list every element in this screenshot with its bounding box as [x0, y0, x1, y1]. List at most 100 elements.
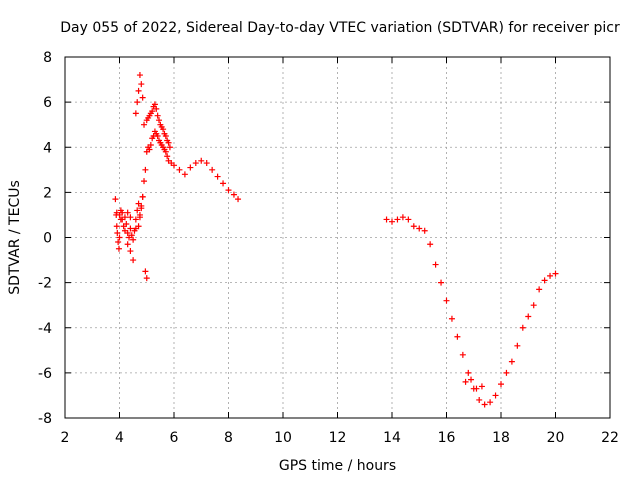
data-point [438, 279, 445, 286]
data-point [162, 132, 169, 139]
x-axis-label: GPS time / hours [279, 458, 396, 474]
y-tick-label: 8 [43, 50, 52, 66]
data-point [416, 225, 423, 232]
data-point [139, 94, 146, 101]
data-point [465, 369, 472, 376]
data-point [481, 401, 488, 408]
x-tick-label: 16 [438, 430, 456, 446]
grid-lines [65, 57, 610, 418]
data-point [432, 261, 439, 268]
data-point [530, 302, 537, 309]
data-point [405, 216, 412, 223]
data-point [119, 209, 126, 216]
data-point [127, 214, 134, 221]
data-points [112, 72, 559, 408]
data-point [154, 132, 161, 139]
data-point [115, 239, 122, 246]
data-point [115, 245, 122, 252]
data-point [138, 205, 145, 212]
data-point [117, 216, 124, 223]
y-tick-label: -2 [38, 276, 52, 292]
data-point [151, 101, 158, 108]
data-point [525, 313, 532, 320]
data-point [389, 218, 395, 225]
data-point [130, 236, 137, 243]
data-point [547, 272, 554, 279]
data-point [134, 99, 141, 106]
data-point [112, 196, 119, 203]
data-point [394, 216, 401, 223]
data-point [192, 160, 199, 167]
data-point [552, 270, 559, 277]
data-point [503, 369, 510, 376]
data-point [136, 214, 143, 221]
data-point [135, 223, 142, 230]
data-point [468, 376, 475, 383]
data-point [132, 110, 139, 117]
data-point [443, 297, 450, 304]
data-point [135, 87, 142, 94]
x-tick-label: 12 [329, 430, 347, 446]
data-point [225, 187, 232, 194]
data-point [121, 214, 128, 221]
data-point [519, 324, 526, 331]
data-point [160, 126, 167, 133]
data-point [166, 144, 173, 151]
data-point [127, 225, 134, 232]
y-tick-label: -4 [38, 321, 52, 337]
data-point [149, 108, 156, 115]
data-point [130, 257, 137, 264]
data-point [214, 173, 221, 180]
y-tick-label: 4 [43, 140, 52, 156]
data-point [154, 112, 161, 119]
y-tick-label: -8 [38, 411, 52, 427]
data-point [448, 315, 455, 322]
data-point [498, 381, 504, 388]
y-tick-label: 6 [43, 95, 52, 111]
data-point [410, 223, 417, 230]
data-point [187, 164, 194, 171]
data-point [139, 193, 146, 200]
x-axis-ticks: 2 4 6 8 10 12 14 16 18 20 22 [61, 57, 619, 446]
data-point [508, 358, 515, 365]
data-point [134, 207, 141, 214]
data-point [114, 229, 121, 236]
data-point [171, 162, 177, 169]
data-point [487, 399, 494, 406]
data-point [462, 378, 469, 385]
data-point [113, 223, 120, 230]
data-point [473, 385, 480, 392]
data-point [124, 209, 131, 216]
data-point [136, 72, 143, 79]
data-point [459, 351, 466, 358]
data-point [116, 234, 123, 241]
data-point [209, 166, 216, 173]
x-tick-label: 20 [547, 430, 565, 446]
data-point [156, 117, 163, 124]
data-point [141, 121, 148, 128]
data-point [138, 81, 145, 88]
data-point [383, 216, 390, 223]
data-point [198, 157, 205, 164]
data-point [454, 333, 461, 340]
data-point [162, 148, 169, 155]
data-point [153, 105, 160, 112]
data-point [124, 241, 131, 248]
data-point [220, 180, 227, 187]
data-point [123, 220, 130, 227]
chart-title: Day 055 of 2022, Sidereal Day-to-day VTE… [60, 20, 620, 36]
data-point [143, 275, 150, 282]
x-tick-label: 4 [115, 430, 124, 446]
data-point [142, 268, 149, 275]
x-tick-label: 10 [274, 430, 292, 446]
data-point [127, 248, 134, 255]
data-point [492, 392, 499, 399]
data-point [476, 396, 483, 403]
data-point [128, 232, 135, 239]
data-point [399, 214, 406, 221]
data-point [478, 383, 485, 390]
plot-frame [64, 56, 611, 419]
data-point [514, 342, 521, 349]
y-tick-label: 2 [43, 185, 52, 201]
x-tick-label: 8 [224, 430, 233, 446]
